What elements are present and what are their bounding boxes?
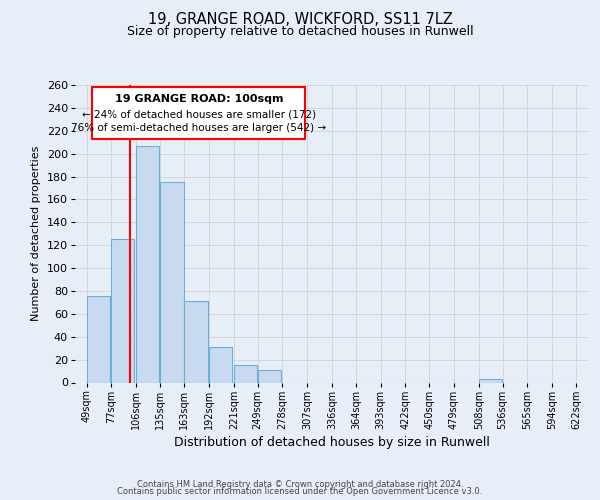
Text: 19 GRANGE ROAD: 100sqm: 19 GRANGE ROAD: 100sqm [115,94,283,104]
Bar [209,347,232,382]
X-axis label: Distribution of detached houses by size in Runwell: Distribution of detached houses by size … [173,436,490,449]
Bar [257,370,281,382]
Bar [136,146,159,382]
Bar [479,379,502,382]
Text: 19, GRANGE ROAD, WICKFORD, SS11 7LZ: 19, GRANGE ROAD, WICKFORD, SS11 7LZ [148,12,452,28]
FancyBboxPatch shape [92,88,305,139]
Bar [87,296,110,382]
Bar [184,302,208,382]
Text: Contains public sector information licensed under the Open Government Licence v3: Contains public sector information licen… [118,487,482,496]
Text: Size of property relative to detached houses in Runwell: Size of property relative to detached ho… [127,25,473,38]
Y-axis label: Number of detached properties: Number of detached properties [31,146,41,322]
Bar [234,366,257,382]
Text: 76% of semi-detached houses are larger (542) →: 76% of semi-detached houses are larger (… [71,123,326,133]
Bar [111,240,134,382]
Bar [160,182,184,382]
Text: ← 24% of detached houses are smaller (172): ← 24% of detached houses are smaller (17… [82,109,316,119]
Text: Contains HM Land Registry data © Crown copyright and database right 2024.: Contains HM Land Registry data © Crown c… [137,480,463,489]
